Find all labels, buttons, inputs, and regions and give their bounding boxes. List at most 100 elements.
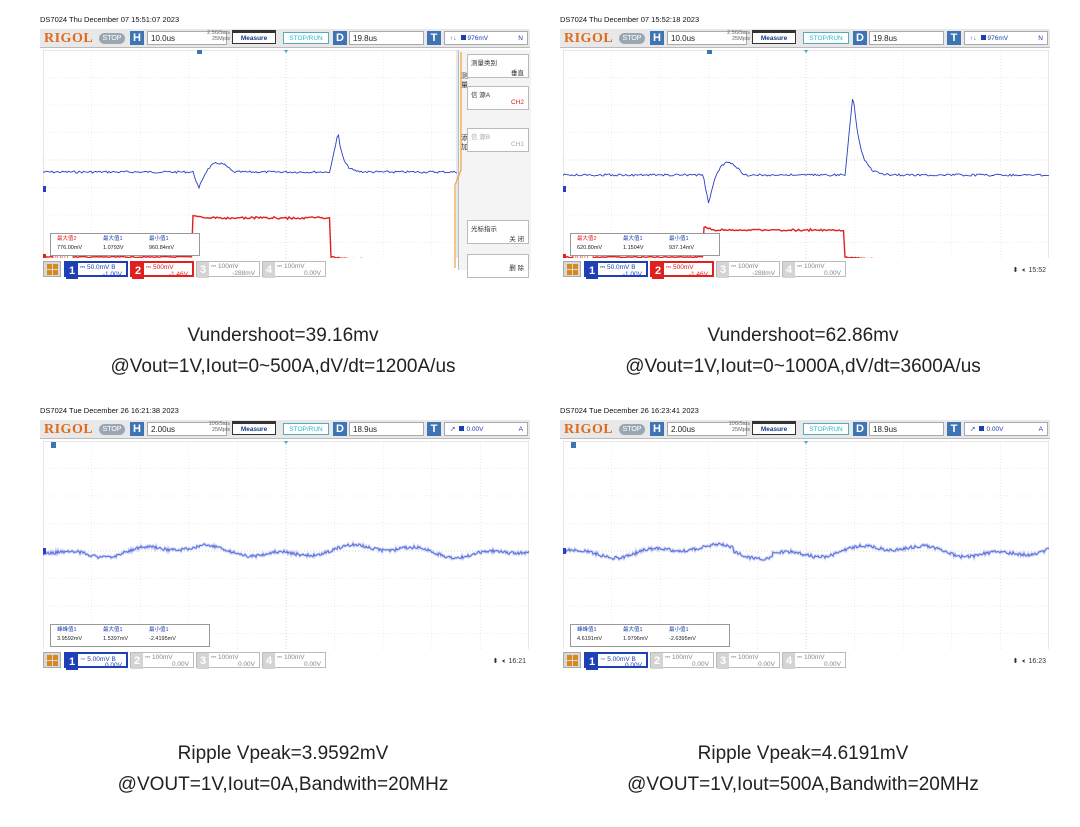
channel-scale: ⎓ 100mV — [797, 654, 825, 661]
trigger-key[interactable]: T — [947, 422, 961, 436]
channel-1-button[interactable]: 1 ⎓ 50.0mV B -1.00V — [64, 261, 128, 279]
measure-side-menu: 测量 添加 测量类别 垂直信 源A CH2 信 源B CH1 光标指示关 闭删 除 — [454, 50, 531, 278]
measure-button[interactable]: Measure — [232, 32, 276, 44]
delay-key[interactable]: D — [333, 422, 347, 436]
channel-4-button[interactable]: 4 ⎓ 100mV 0.00V — [262, 652, 326, 669]
channel-1-button[interactable]: 1 ∼ 5.00mV B 0.00V — [64, 652, 128, 670]
side-menu-value: CH2 — [510, 99, 524, 106]
measurement-item: 最大值2 776.00mV — [57, 236, 82, 252]
run-state-badge[interactable]: STOP — [99, 33, 125, 44]
measure-button[interactable]: Measure — [232, 423, 276, 435]
measurement-value: 1.0793V — [103, 245, 124, 251]
measurement-value: 1.5397mV — [103, 636, 129, 642]
stop-run-button[interactable]: STOP/RUN — [283, 423, 329, 435]
caption-result: Ripple Vpeak=3.9592mV — [177, 743, 389, 764]
measure-button[interactable]: Measure — [752, 423, 796, 435]
speaker-icon[interactable]: 🔈︎ — [1022, 658, 1027, 665]
channel-3-button[interactable]: 3 ⎓ 100mV 0.00V — [196, 652, 260, 669]
channel-1-button[interactable]: 1 ⎓ 50.0mV B -1.00V — [584, 261, 648, 279]
trigger-mode-icon: ↗ — [970, 426, 976, 433]
status-area: ⬍ 🔈︎ 16:23 — [1012, 658, 1046, 665]
usb-icon: ⬍ — [1012, 658, 1019, 665]
measurement-value: 960.84mV — [149, 245, 175, 251]
horizontal-key[interactable]: H — [650, 422, 664, 436]
speaker-icon[interactable]: 🔈︎ — [502, 658, 507, 665]
side-menu-item[interactable]: 信 源B CH1 — [467, 128, 529, 152]
trigger-key[interactable]: T — [427, 31, 441, 45]
trigger-readout[interactable]: ↗ 0.00V A — [964, 422, 1048, 436]
speaker-icon[interactable]: 🔈︎ — [1022, 267, 1027, 274]
measure-tab-bar — [232, 421, 276, 423]
channel-3-button[interactable]: 3 ⎓ 100mV -288mV — [716, 261, 780, 278]
horizontal-key[interactable]: H — [130, 422, 144, 436]
delay-value[interactable]: 19.8us — [349, 31, 424, 45]
channel-2-button[interactable]: 2 ⎓ 500mV -1.46V — [650, 261, 714, 279]
measurement-item: 最小值1 960.84mV — [149, 236, 174, 252]
caption-result: Vundershoot=62.86mv — [707, 325, 899, 346]
channel-4-button[interactable]: 4 ⎓ 100mV 0.00V — [262, 261, 326, 278]
trigger-readout[interactable]: ↑↓ 976mV N — [964, 31, 1048, 45]
run-state-badge[interactable]: STOP — [619, 33, 645, 44]
run-state-badge[interactable]: STOP — [619, 424, 645, 435]
side-menu-value: 关 闭 — [509, 236, 524, 243]
menu-grid-icon[interactable] — [43, 652, 61, 668]
channel-scale: ⎓ 500mV — [666, 264, 694, 271]
scope-toolbar: RIGOL STOP H 2.00us 10GSa/s 25Mpts Measur… — [560, 420, 1050, 439]
measure-button[interactable]: Measure — [752, 32, 796, 44]
menu-grid-icon[interactable] — [563, 261, 581, 277]
side-menu-item[interactable]: 测量类别 垂直 — [467, 54, 529, 78]
horizontal-key[interactable]: H — [650, 31, 664, 45]
channel-3-button[interactable]: 3 ⎓ 100mV 0.00V — [716, 652, 780, 669]
channel-number: 3 — [717, 262, 729, 278]
trigger-key[interactable]: T — [947, 31, 961, 45]
sample-rate-readout: 10GSa/s 25Mpts — [208, 421, 230, 433]
trigger-readout[interactable]: ↗ 0.00V A — [444, 422, 528, 436]
channel-4-button[interactable]: 4 ⎓ 100mV 0.00V — [782, 652, 846, 669]
channel-offset: 0.00V — [758, 661, 775, 668]
stop-run-button[interactable]: STOP/RUN — [803, 32, 849, 44]
figure-caption: Ripple Vpeak=4.6191mV @VOUT=1V,Iout=500A,… — [533, 738, 1073, 800]
channel-number: 2 — [652, 263, 664, 279]
channel-scale: ∼ 5.00mV B — [80, 656, 116, 663]
measurement-label: 最大值1 — [103, 627, 123, 633]
channel-2-button[interactable]: 2 ⎓ 100mV 0.00V — [650, 652, 714, 669]
trigger-key[interactable]: T — [427, 422, 441, 436]
side-menu-value: 垂直 — [511, 70, 524, 77]
rigol-logo: RIGOL — [44, 422, 94, 437]
measurement-value: 4.6191mV — [577, 636, 603, 642]
channel-number: 2 — [132, 263, 144, 279]
channel-3-button[interactable]: 3 ⎓ 100mV -288mV — [196, 261, 260, 278]
measurement-item: 最大值2 620.80mV — [577, 236, 602, 252]
delay-key[interactable]: D — [333, 31, 347, 45]
delay-key[interactable]: D — [853, 422, 867, 436]
timebase-value[interactable]: 10.0us — [147, 31, 227, 45]
channel-1-button[interactable]: 1 ∼ 5.00mV B 0.00V — [584, 652, 648, 670]
timebase-value[interactable]: 2.00us — [147, 422, 227, 436]
timebase-value[interactable]: 10.0us — [667, 31, 747, 45]
channel-scale: ⎓ 100mV — [145, 654, 173, 661]
measurement-value: -2.6395mV — [669, 636, 696, 642]
channel-offset: -1.46V — [168, 271, 188, 278]
delay-value[interactable]: 19.8us — [869, 31, 944, 45]
stop-run-button[interactable]: STOP/RUN — [283, 32, 329, 44]
channel-offset: -288mV — [752, 270, 775, 277]
run-state-badge[interactable]: STOP — [99, 424, 125, 435]
delay-key[interactable]: D — [853, 31, 867, 45]
channel-2-button[interactable]: 2 ⎓ 100mV 0.00V — [130, 652, 194, 669]
delay-value[interactable]: 18.9us — [349, 422, 424, 436]
menu-grid-icon[interactable] — [563, 652, 581, 668]
delay-value[interactable]: 18.9us — [869, 422, 944, 436]
measurement-item: 最小值1 -2.4195mV — [149, 627, 176, 643]
measurement-item: 最大值1 1.1504V — [623, 236, 644, 252]
channel-2-button[interactable]: 2 ⎓ 500mV -1.46V — [130, 261, 194, 279]
side-menu-item[interactable]: 光标指示关 闭 — [467, 220, 529, 244]
side-menu-item[interactable]: 删 除 — [467, 254, 529, 278]
channel-4-button[interactable]: 4 ⎓ 100mV 0.00V — [782, 261, 846, 278]
stop-run-button[interactable]: STOP/RUN — [803, 423, 849, 435]
timebase-value[interactable]: 2.00us — [667, 422, 747, 436]
trigger-readout[interactable]: ↑↓ 976mV N — [444, 31, 528, 45]
menu-grid-icon[interactable] — [43, 261, 61, 277]
measurement-label: 最大值1 — [103, 236, 123, 242]
side-menu-item[interactable]: 信 源A CH2 — [467, 86, 529, 110]
horizontal-key[interactable]: H — [130, 31, 144, 45]
